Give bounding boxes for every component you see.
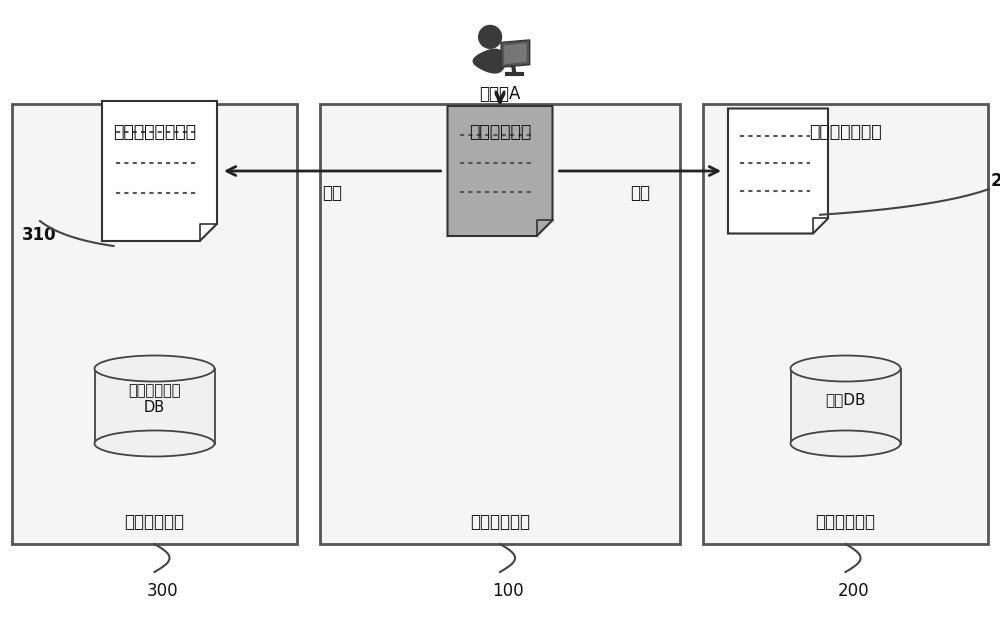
Polygon shape [501, 40, 530, 67]
Polygon shape [498, 55, 511, 69]
Text: 道路运输车辆法: 道路运输车辆法 [809, 123, 882, 141]
Text: 文件管理装置: 文件管理装置 [470, 513, 530, 531]
Text: 公司内部规定
DB: 公司内部规定 DB [128, 383, 181, 415]
Polygon shape [102, 101, 217, 241]
Text: 文件管理装置: 文件管理装置 [469, 123, 531, 141]
Text: 参考: 参考 [322, 184, 342, 202]
Text: 法令管理系统: 法令管理系统 [816, 513, 876, 531]
Ellipse shape [94, 430, 214, 457]
Polygon shape [504, 43, 527, 64]
Bar [320, 104, 680, 544]
Bar [703, 104, 988, 544]
Ellipse shape [94, 355, 214, 382]
Text: 完成检查实施规定: 完成检查实施规定 [113, 123, 196, 141]
Text: 300: 300 [147, 582, 178, 600]
Text: 100: 100 [492, 582, 524, 600]
Bar [12, 104, 297, 544]
Bar [94, 369, 214, 443]
Polygon shape [447, 106, 552, 236]
Text: 200: 200 [838, 582, 869, 600]
Bar [790, 369, 900, 443]
Text: 310: 310 [22, 226, 57, 244]
Ellipse shape [790, 355, 900, 382]
Text: 规定管理系统: 规定管理系统 [124, 513, 184, 531]
Polygon shape [473, 48, 506, 74]
Polygon shape [728, 108, 828, 233]
Text: 法令DB: 法令DB [825, 392, 866, 408]
Text: 设计书A: 设计书A [479, 85, 521, 103]
Text: 参考: 参考 [630, 184, 650, 202]
Circle shape [478, 25, 502, 49]
Ellipse shape [790, 430, 900, 457]
Text: 210: 210 [991, 172, 1000, 190]
